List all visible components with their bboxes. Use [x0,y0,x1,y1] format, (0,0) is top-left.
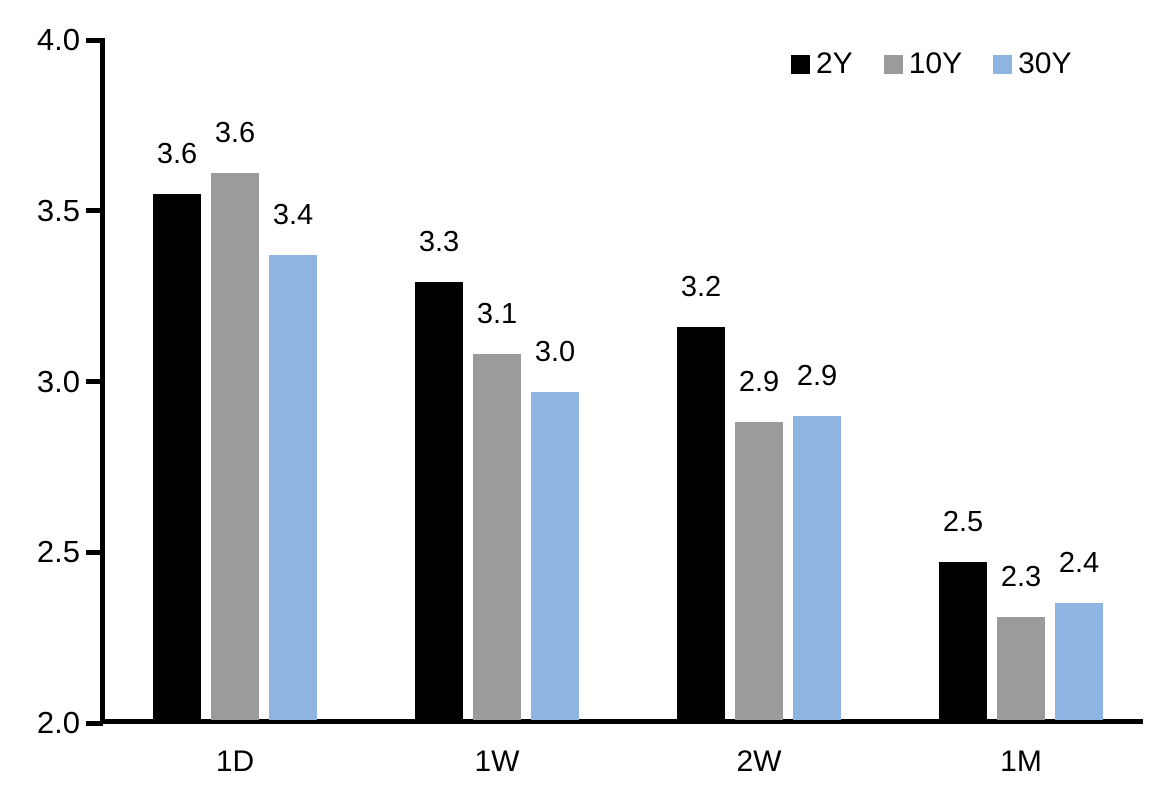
y-tick-label: 2.0 [36,705,80,740]
bar-value-label: 3.6 [214,117,256,150]
bar-value-label: 3.1 [476,298,518,331]
y-tick-mark [86,37,103,43]
legend-item-30y: 30Y [993,49,1071,79]
bar-10y-1w [473,354,521,720]
legend-swatch-10y-icon [883,54,903,74]
x-category-label: 1W [474,745,520,778]
legend-item-2y: 2Y [791,49,853,79]
legend: 2Y 10Y 30Y [791,46,1071,82]
bar-30y-1d [269,255,317,720]
y-tick-mark [86,379,103,384]
bar-value-label: 3.6 [156,137,198,170]
bar-30y-1w [531,391,579,720]
legend-swatch-30y-icon [993,54,1013,74]
bar-10y-2w [735,422,783,720]
bar-10y-1d [211,173,259,720]
legend-swatch-2y-icon [791,54,810,74]
bar-2y-1m [939,562,987,720]
y-tick-label: 3.5 [36,192,80,228]
bar-value-label: 2.3 [1000,561,1042,594]
bar-2y-2w [677,326,725,720]
bar-value-label: 2.5 [942,506,984,539]
bar-value-label: 2.9 [796,359,838,392]
legend-item-10y: 10Y [883,47,963,80]
y-tick-label: 4.0 [36,22,80,57]
x-axis-line [100,719,1143,724]
legend-label-2y: 2Y [816,47,853,80]
bar-30y-2w [793,415,841,720]
bar-value-label: 3.3 [418,226,460,259]
y-tick-label: 2.5 [36,534,80,570]
legend-label-30y: 30Y [1018,47,1072,80]
x-category-label: 1M [1000,745,1042,778]
bar-value-label: 2.4 [1058,547,1100,580]
y-tick-mark [86,208,103,214]
bar-value-label: 3.4 [272,199,314,232]
bar-value-label: 3.0 [534,335,576,368]
bar-2y-1w [415,282,463,720]
y-tick-mark [86,720,103,726]
bar-10y-1m [997,617,1045,720]
bar-30y-1m [1055,603,1103,720]
y-tick-label: 3.0 [36,363,80,399]
x-category-label: 2W [736,745,782,778]
x-category-label: 1D [215,745,255,778]
y-tick-mark [86,549,103,555]
legend-label-10y: 10Y [908,47,963,80]
bar-value-label: 2.9 [738,366,780,399]
bar-value-label: 3.2 [680,270,722,303]
bar-2y-1d [153,193,201,720]
